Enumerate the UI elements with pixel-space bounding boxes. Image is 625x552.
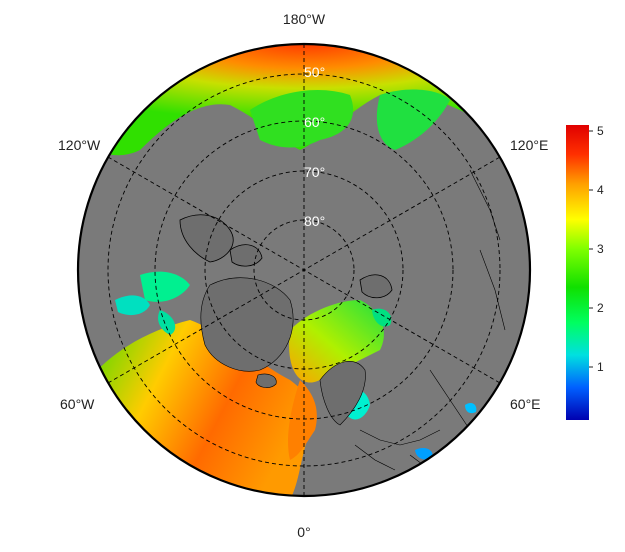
okhotsk-sea-field xyxy=(376,89,450,150)
globe xyxy=(78,44,530,496)
lon-label-upper-left: 120°W xyxy=(58,137,101,153)
lon-label-top: 180°W xyxy=(283,11,326,27)
lon-label-lower-left: 60°W xyxy=(60,396,95,412)
latitude-50-circle xyxy=(107,73,501,467)
colorbar-tick-label: 4 xyxy=(597,183,604,197)
colorbar-tick-label: 3 xyxy=(597,242,604,256)
lat-label-70: 70° xyxy=(304,164,325,180)
ellesmere-island xyxy=(229,244,263,267)
colorbar: 1 2 3 4 5 xyxy=(566,124,604,420)
labrador-field xyxy=(115,295,150,316)
greenland xyxy=(200,277,294,372)
meridian-60w-120e xyxy=(107,156,501,384)
globe-outline xyxy=(76,42,532,498)
lon-label-bottom: 0° xyxy=(297,524,310,540)
country-borders xyxy=(354,169,506,471)
lat-label-50: 50° xyxy=(304,64,325,80)
novaya-zemlya xyxy=(359,274,393,299)
barents-sea-field xyxy=(289,300,384,383)
graticule-meridians xyxy=(107,44,501,496)
colorbar-tick-label: 1 xyxy=(597,360,604,374)
scandinavia xyxy=(319,361,366,426)
colorbar-gradient xyxy=(566,125,589,420)
lon-label-lower-right: 60°E xyxy=(510,396,541,412)
iceland xyxy=(255,373,277,388)
lat-label-80: 80° xyxy=(304,213,325,229)
norwegian-sea-field xyxy=(288,380,317,460)
white-sea-field xyxy=(372,308,392,327)
black-sea-field xyxy=(415,447,433,460)
bering-sea-field xyxy=(250,90,354,148)
lat-label-60: 60° xyxy=(304,114,325,130)
canadian-archipelago xyxy=(179,214,234,263)
colorbar-ticks xyxy=(589,130,593,368)
colorbar-tick-label: 5 xyxy=(597,124,604,138)
hudson-bay-field xyxy=(140,271,190,302)
colorbar-tick-label: 2 xyxy=(597,301,604,315)
lon-label-upper-right: 120°E xyxy=(510,137,548,153)
caspian-field xyxy=(465,402,477,414)
